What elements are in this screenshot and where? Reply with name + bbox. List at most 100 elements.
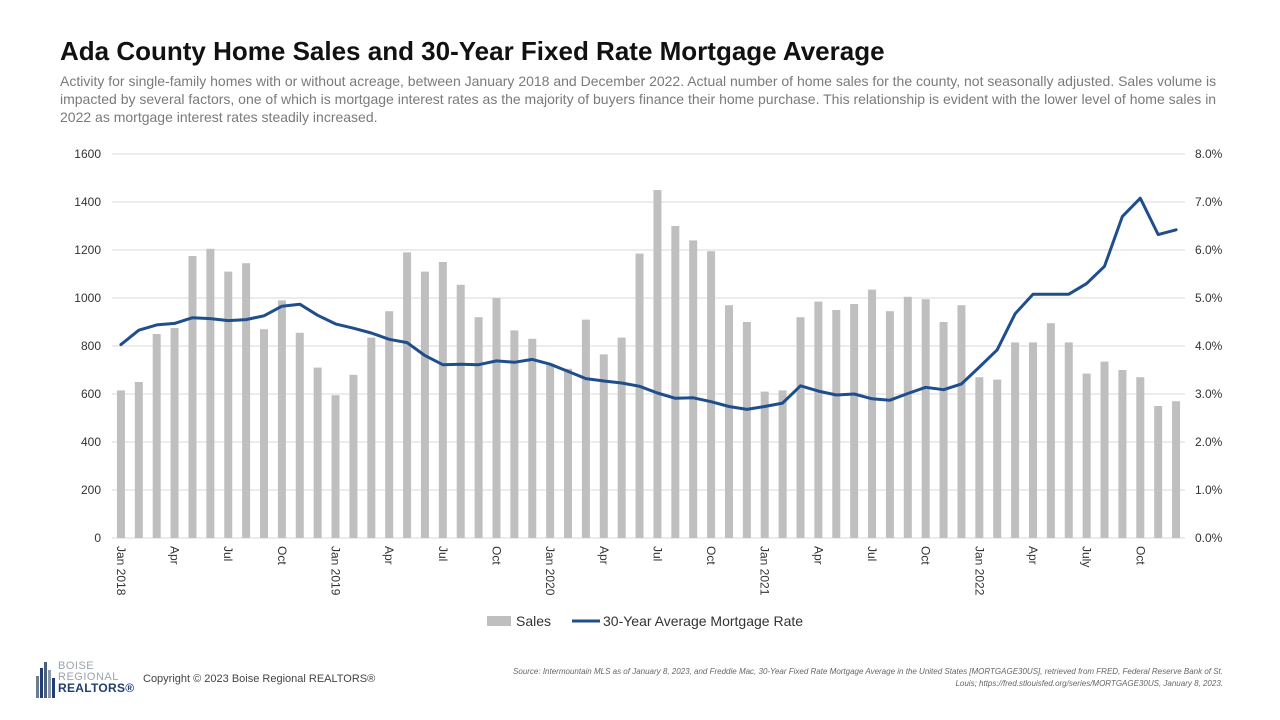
sales-bar <box>116 390 125 538</box>
x-tick-label: Oct <box>1133 546 1147 565</box>
legend-label-sales: Sales <box>516 613 551 629</box>
sales-bar <box>1028 342 1037 538</box>
source-note: Source: Intermountain MLS as of January … <box>513 667 1223 688</box>
mortgage-rate-line <box>119 196 1178 411</box>
sales-bar <box>206 248 215 539</box>
sales-bar <box>689 240 698 538</box>
sales-bar <box>313 367 322 538</box>
sales-bar <box>456 284 465 538</box>
x-tick-label: Apr <box>382 546 396 565</box>
logo-line-1: BOISE <box>58 660 95 672</box>
sales-bar <box>1064 342 1073 538</box>
sales-bar <box>975 377 984 538</box>
sales-bar <box>850 304 859 538</box>
sales-bar <box>349 374 358 538</box>
sales-bar <box>778 390 787 538</box>
sales-bar <box>599 354 608 538</box>
chart-title: Ada County Home Sales and 30-Year Fixed … <box>60 36 885 66</box>
y-left-tick-label: 400 <box>81 435 101 449</box>
sales-bar <box>438 262 447 538</box>
sales-bar <box>385 311 394 538</box>
sales-bar <box>170 328 179 538</box>
sales-bar <box>528 338 537 538</box>
y-left-tick-label: 1400 <box>74 195 101 209</box>
sales-bar <box>242 263 251 538</box>
sales-bar <box>868 289 877 538</box>
y-right-tick-label: 5.0% <box>1195 291 1223 305</box>
sales-bar <box>939 322 948 538</box>
x-tick-label: Apr <box>811 546 825 565</box>
x-tick-label: Jul <box>865 546 879 561</box>
sales-bar <box>474 317 483 538</box>
sales-bar <box>564 368 573 538</box>
y-left-tick-label: 0 <box>94 531 101 545</box>
y-right-tick-label: 6.0% <box>1195 243 1223 257</box>
x-tick-label: Jan 2021 <box>758 546 772 596</box>
sales-bar <box>546 365 555 538</box>
y-left-tick-label: 1000 <box>74 291 101 305</box>
sales-bar <box>1011 342 1020 538</box>
y-right-tick-label: 1.0% <box>1195 483 1223 497</box>
x-tick-label: Jul <box>436 546 450 561</box>
x-tick-label: Oct <box>704 546 718 565</box>
combo-chart: 0 200 400 600 800 1000 1200 1400 1600 0.0% 1.0% 2.0… <box>74 147 1223 629</box>
sales-bar <box>635 253 644 538</box>
sales-bar <box>903 296 912 538</box>
sales-bar <box>1118 370 1127 538</box>
copyright-text: Copyright © 2023 Boise Regional REALTORS… <box>143 673 376 685</box>
logo-line-3: REALTORS® <box>58 681 135 695</box>
logo-bars-icon <box>36 662 58 698</box>
sales-bar <box>331 395 340 538</box>
sales-bar <box>724 305 733 538</box>
sales-bar <box>1172 401 1181 538</box>
y-left-tick-label: 800 <box>81 339 101 353</box>
x-tick-label: Jan 2020 <box>543 546 557 596</box>
x-tick-label: Jul <box>221 546 235 561</box>
y-right-tick-label: 4.0% <box>1195 339 1223 353</box>
sales-bar <box>510 330 519 538</box>
x-tick-label: Jan 2019 <box>329 546 343 596</box>
y-left-tick-label: 600 <box>81 387 101 401</box>
sales-bar <box>188 256 197 538</box>
x-tick-label: Jan 2022 <box>972 546 986 596</box>
x-tick-label: Apr <box>1026 546 1040 565</box>
legend-swatch-sales <box>487 616 511 626</box>
sales-bar <box>367 337 376 538</box>
y-right-tick-label: 0.0% <box>1195 531 1223 545</box>
y-left-tick-label: 1200 <box>74 243 101 257</box>
sales-bar <box>921 299 930 538</box>
brand-logo: BOISE REGIONAL REALTORS® <box>36 660 135 700</box>
sales-bar <box>832 310 841 538</box>
y-right-tick-label: 7.0% <box>1195 195 1223 209</box>
x-tick-label: Oct <box>489 546 503 565</box>
sales-bar <box>1136 377 1145 538</box>
sales-bar <box>796 317 805 538</box>
sales-bar <box>492 298 501 538</box>
sales-bar <box>814 301 823 538</box>
x-tick-label: Jan 2018 <box>114 546 128 596</box>
sales-bar <box>1046 323 1055 538</box>
x-tick-label: Oct <box>919 546 933 565</box>
sales-bar <box>1100 361 1109 538</box>
sales-bar <box>403 252 412 538</box>
sales-bar <box>1082 373 1091 538</box>
x-tick-label: July <box>1080 546 1094 567</box>
x-tick-label: Jul <box>650 546 664 561</box>
sales-bar <box>742 322 751 538</box>
legend-label-rate: 30-Year Average Mortgage Rate <box>603 613 803 629</box>
sales-bar <box>420 271 429 538</box>
sales-bar <box>671 226 680 538</box>
x-tick-label: Apr <box>597 546 611 565</box>
y-left-tick-label: 1600 <box>74 147 101 161</box>
sales-bar <box>707 251 716 538</box>
chart-subtitle: Activity for single-family homes with or… <box>60 73 1217 125</box>
sales-bar <box>993 379 1002 538</box>
sales-bar <box>295 332 304 538</box>
sales-bar <box>1154 406 1163 538</box>
sales-bar <box>260 329 269 538</box>
sales-bar <box>581 319 590 538</box>
sales-bar <box>277 300 286 538</box>
y-right-tick-label: 8.0% <box>1195 147 1223 161</box>
sales-bar <box>760 391 769 538</box>
sales-bar <box>134 382 143 538</box>
